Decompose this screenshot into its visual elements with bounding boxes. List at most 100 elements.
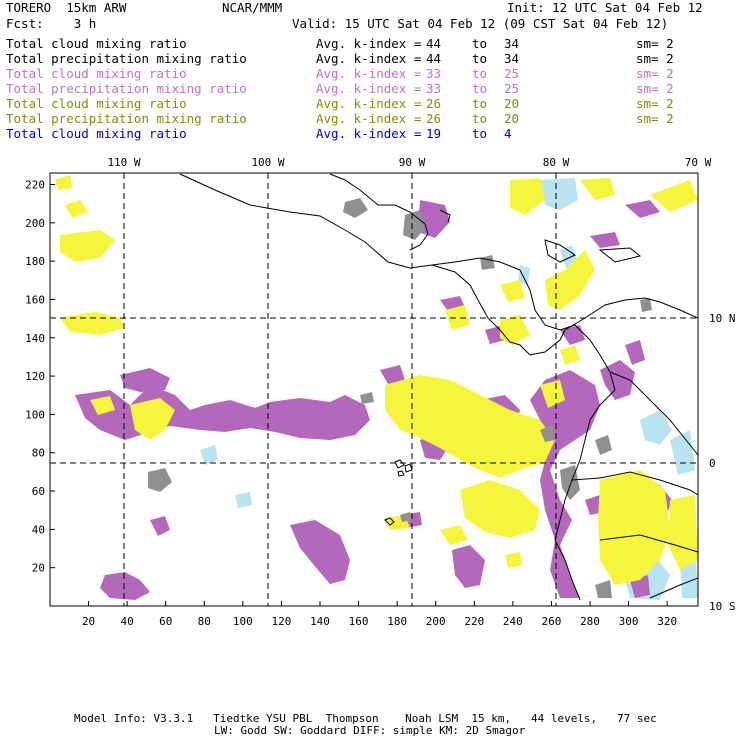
legend-to: 4 (504, 126, 512, 141)
legend-field: Total precipitation mixing ratio (6, 81, 247, 96)
y-tick-label: 180 (25, 255, 45, 268)
legend-field: Total precipitation mixing ratio (6, 51, 247, 66)
y-tick-label: 140 (25, 332, 45, 345)
longitude-label: 80 W (543, 156, 570, 169)
legend-row: Total cloud mixing ratio Avg. k-index = 26… (6, 96, 734, 111)
legend-row: Total precipitation mixing ratio Avg. k-i… (6, 81, 734, 96)
axis-labels: 110 W 100 W 90 W 80 W 70 W 10 N 0 10 S 20 40 60 80 1… (25, 156, 735, 628)
legend-from: 26 (426, 96, 442, 111)
org-label: NCAR/MMM (222, 0, 283, 15)
legend-row: Total cloud mixing ratio Avg. k-index = 44… (6, 36, 734, 51)
legend-field: Total cloud mixing ratio (6, 36, 187, 51)
x-tick-label: 60 (159, 615, 172, 628)
model-info-line1: Model Info: V3.3.1 Tiedtke YSU PBL Thomp… (74, 712, 657, 725)
legend-kindex: Avg. k-index = (316, 81, 422, 96)
shading-k26-20 (55, 175, 698, 585)
y-tick-label: 20 (32, 562, 45, 575)
graticule (50, 173, 698, 606)
legend-kindex: Avg. k-index = (316, 96, 422, 111)
longitude-label: 110 W (107, 156, 140, 169)
coastlines (179, 173, 698, 601)
legend-to: 34 (504, 36, 520, 51)
x-tick-label: 180 (387, 615, 407, 628)
y-tick-label: 200 (25, 217, 45, 230)
y-tick-label: 220 (25, 178, 45, 191)
legend-kindex: Avg. k-index = (316, 126, 422, 141)
legend-to-word: to (472, 51, 488, 66)
x-tick-label: 300 (619, 615, 639, 628)
legend-from: 44 (426, 36, 442, 51)
legend-to-word: to (472, 81, 488, 96)
x-tick-label: 40 (121, 615, 134, 628)
legend-from: 33 (426, 81, 442, 96)
legend-to: 20 (504, 96, 520, 111)
plot-frame (49, 172, 699, 607)
x-tick-label: 80 (198, 615, 211, 628)
legend-row: Total precipitation mixing ratio Avg. k-i… (6, 51, 734, 66)
x-tick-label: 140 (310, 615, 330, 628)
legend-to: 25 (504, 66, 520, 81)
y-tick-label: 160 (25, 293, 45, 306)
latitude-label: 0 (709, 457, 716, 470)
legend-row: Total precipitation mixing ratio Avg. k-i… (6, 111, 734, 126)
legend-row: Total cloud mixing ratio Avg. k-index = 33… (6, 66, 734, 81)
legend-from: 26 (426, 111, 442, 126)
x-tick-label: 100 (233, 615, 253, 628)
legend-sm: sm= 2 (636, 111, 674, 126)
y-tick-label: 40 (32, 523, 45, 536)
x-tick-label: 20 (82, 615, 95, 628)
legend-to-word: to (472, 96, 488, 111)
model-title: TORERO 15km ARW (6, 0, 127, 15)
axis-ticks (50, 183, 668, 606)
longitude-label: 90 W (399, 156, 426, 169)
legend-to: 25 (504, 81, 520, 96)
x-tick-label: 320 (657, 615, 677, 628)
shading-k44-34 (148, 198, 652, 598)
x-tick-label: 160 (349, 615, 369, 628)
longitude-label: 70 W (685, 156, 712, 169)
x-tick-label: 240 (503, 615, 523, 628)
x-tick-label: 280 (580, 615, 600, 628)
legend-to-word: to (472, 36, 488, 51)
y-tick-label: 60 (32, 485, 45, 498)
precip-shading (55, 175, 698, 600)
y-tick-label: 120 (25, 370, 45, 383)
x-tick-label: 120 (271, 615, 291, 628)
init-time: Init: 12 UTC Sat 04 Feb 12 (507, 0, 703, 15)
legend-kindex: Avg. k-index = (316, 66, 422, 81)
x-tick-label: 220 (464, 615, 484, 628)
legend-to: 20 (504, 111, 520, 126)
x-tick-label: 260 (541, 615, 561, 628)
legend-sm: sm= 2 (636, 96, 674, 111)
legend-to-word: to (472, 111, 488, 126)
valid-time: Valid: 15 UTC Sat 04 Feb 12 (09 CST Sat … (292, 16, 669, 31)
y-tick-label: 100 (25, 408, 45, 421)
legend-sm: sm= 2 (636, 51, 674, 66)
legend-field: Total precipitation mixing ratio (6, 111, 247, 126)
legend-from: 19 (426, 126, 442, 141)
legend-to: 34 (504, 51, 520, 66)
legend-kindex: Avg. k-index = (316, 111, 422, 126)
longitude-label: 100 W (251, 156, 284, 169)
legend-kindex: Avg. k-index = (316, 36, 422, 51)
legend-to-word: to (472, 66, 488, 81)
legend-sm: sm= 2 (636, 36, 674, 51)
legend-field: Total cloud mixing ratio (6, 126, 187, 141)
model-info-line2: LW: Godd SW: Goddard DIFF: simple KM: 2D… (214, 724, 526, 737)
legend-from: 33 (426, 66, 442, 81)
legend-field: Total cloud mixing ratio (6, 66, 187, 81)
forecast-hour: Fcst: 3 h (6, 16, 97, 31)
legend-row: Total cloud mixing ratio Avg. k-index = 19… (6, 126, 734, 141)
legend-kindex: Avg. k-index = (316, 51, 422, 66)
legend-to-word: to (472, 126, 488, 141)
latitude-label: 10 N (709, 312, 736, 325)
legend-field: Total cloud mixing ratio (6, 96, 187, 111)
latitude-label: 10 S (709, 600, 736, 613)
legend-sm: sm= 2 (636, 66, 674, 81)
x-tick-label: 200 (426, 615, 446, 628)
legend-sm: sm= 2 (636, 81, 674, 96)
y-tick-label: 80 (32, 447, 45, 460)
legend-from: 44 (426, 51, 442, 66)
